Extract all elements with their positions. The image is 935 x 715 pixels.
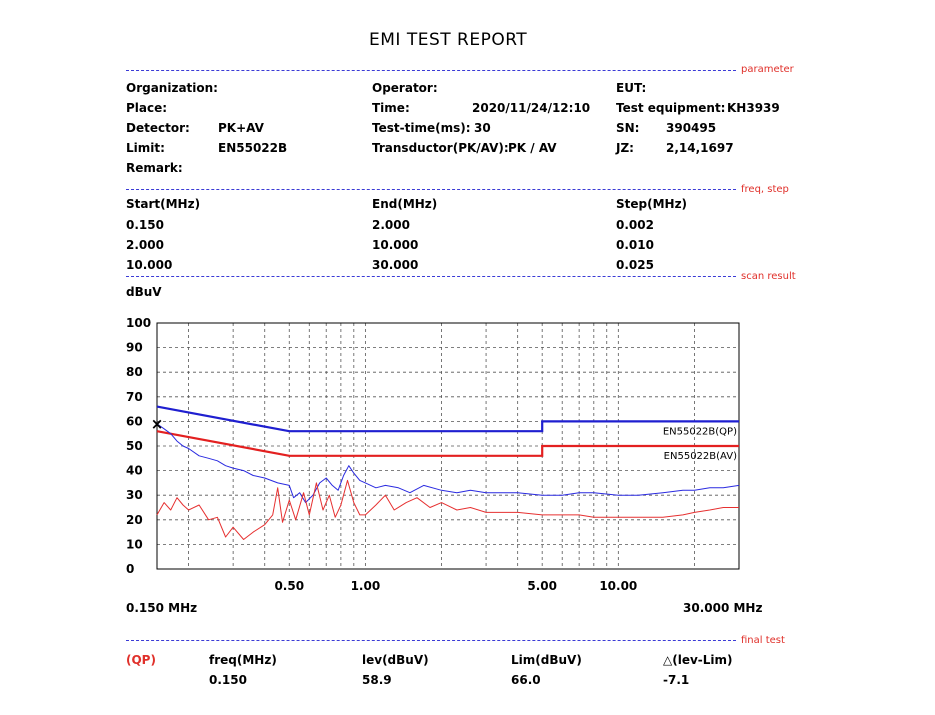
x-tick-label: 1.00 [351, 579, 381, 593]
peak-marker: × [151, 415, 164, 433]
y-tick-label: 30 [126, 488, 143, 502]
equipment-label: Test equipment: [616, 101, 726, 115]
freq-step-separator [126, 189, 736, 190]
freq-cell: 0.002 [616, 218, 654, 232]
remark-label: Remark: [126, 161, 183, 175]
x-tick-label: 5.00 [527, 579, 557, 593]
freq-step-section-label: freq, step [741, 184, 789, 195]
freq-header-start: Start(MHz) [126, 197, 201, 211]
freq-cell: 30.000 [372, 258, 419, 272]
limit-label: Limit: [126, 141, 165, 155]
x-axis-start-label: 0.150 MHz [126, 601, 198, 615]
operator-label: Operator: [372, 81, 438, 95]
eut-label: EUT: [616, 81, 647, 95]
final-header-freq: freq(MHz) [209, 653, 277, 667]
final-value-lim: 66.0 [511, 673, 541, 687]
av-limit-label: EN55022B(AV) [664, 451, 737, 462]
measurement-series [156, 423, 740, 540]
equipment-value: KH3939 [727, 101, 780, 115]
freq-cell: 10.000 [126, 258, 173, 272]
freq-cell: 2.000 [126, 238, 164, 252]
scan-result-separator [126, 276, 736, 277]
y-tick-label: 70 [126, 390, 143, 404]
detector-value: PK+AV [218, 121, 264, 135]
freq-cell: 2.000 [372, 218, 410, 232]
limit-lines: EN55022B(QP) EN55022B(AV) [156, 405, 739, 462]
average-trace [156, 479, 739, 540]
freq-header-end: End(MHz) [372, 197, 438, 211]
final-header-delta: △(lev-Lim) [663, 653, 733, 667]
final-test-section-label: final test [741, 635, 785, 646]
peak-trace [156, 423, 740, 504]
final-test-separator [126, 640, 736, 641]
final-header-lim: Lim(dBuV) [511, 653, 582, 667]
x-axis-end-label: 30.000 MHz [683, 601, 763, 615]
freq-cell: 10.000 [372, 238, 419, 252]
scan-result-section-label: scan result [741, 271, 796, 282]
x-tick-labels: 0.50 1.00 5.00 10.00 [274, 579, 637, 593]
freq-header-step: Step(MHz) [616, 197, 688, 211]
jz-label: JZ: [616, 141, 634, 155]
final-value-lev: 58.9 [362, 673, 392, 687]
place-label: Place: [126, 101, 168, 115]
final-detector-label: (QP) [126, 653, 156, 667]
testtime-label: Test-time(ms): [372, 121, 471, 135]
final-value-delta: -7.1 [663, 673, 690, 687]
limit-value: EN55022B [218, 141, 288, 155]
final-value-freq: 0.150 [209, 673, 247, 687]
y-tick-label: 60 [126, 414, 143, 428]
parameter-separator [126, 70, 736, 71]
av-limit-line [156, 430, 739, 457]
transducer-value: PK / AV [508, 141, 557, 155]
freq-cell: 0.150 [126, 218, 164, 232]
qp-limit-line [156, 405, 739, 433]
y-tick-label: 0 [126, 562, 134, 576]
qp-limit-label: EN55022B(QP) [663, 426, 737, 437]
peak-marker-x: × [151, 415, 164, 433]
y-tick-label: 80 [126, 365, 143, 379]
detector-label: Detector: [126, 121, 190, 135]
parameter-section-label: parameter [741, 64, 794, 75]
freq-cell: 0.025 [616, 258, 654, 272]
y-axis-unit-label: dBuV [126, 285, 162, 299]
x-tick-label: 0.50 [274, 579, 304, 593]
report-title: EMI TEST REPORT [369, 30, 528, 50]
freq-cell: 0.010 [616, 238, 654, 252]
time-value: 2020/11/24/12:10 [472, 101, 591, 115]
jz-value: 2,14,1697 [666, 141, 734, 155]
sn-label: SN: [616, 121, 640, 135]
y-tick-label: 90 [126, 341, 143, 355]
y-tick-label: 20 [126, 513, 143, 527]
time-label: Time: [372, 101, 410, 115]
organization-label: Organization: [126, 81, 218, 95]
testtime-value: 30 [474, 121, 491, 135]
final-header-lev: lev(dBuV) [362, 653, 429, 667]
y-tick-label: 40 [126, 464, 143, 478]
y-tick-label: 100 [126, 316, 151, 330]
x-tick-label: 10.00 [599, 579, 637, 593]
y-tick-labels: 0 10 20 30 40 50 60 70 80 90 100 [126, 316, 151, 576]
y-tick-label: 10 [126, 537, 143, 551]
sn-value: 390495 [666, 121, 717, 135]
transducer-label: Transductor(PK/AV): [372, 141, 509, 155]
y-tick-label: 50 [126, 439, 143, 453]
